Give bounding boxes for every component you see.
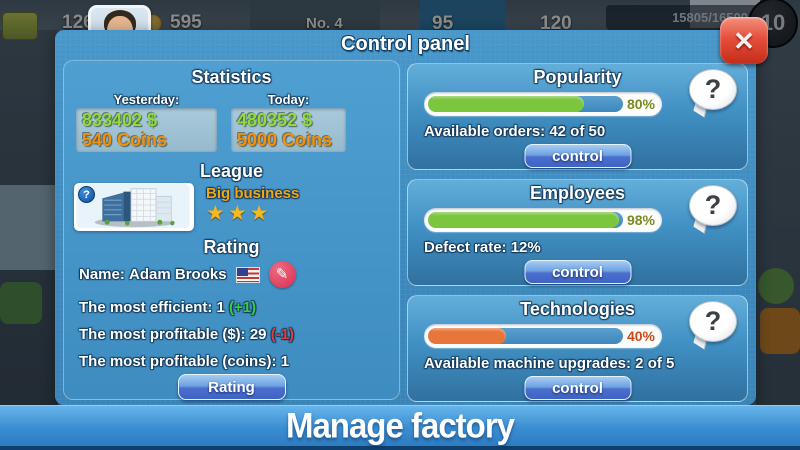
control-panel-dialog: Control panel Statistics Yesterday: Toda… bbox=[55, 30, 756, 405]
office-building-illustration bbox=[76, 183, 190, 229]
today-coins: 5000 Coins bbox=[237, 130, 333, 150]
league-help-icon[interactable]: ? bbox=[78, 186, 95, 203]
available-orders-text: Available orders: 42 of 50 bbox=[424, 123, 606, 140]
employees-control-button[interactable]: control bbox=[524, 260, 631, 284]
close-icon: ✕ bbox=[733, 25, 755, 56]
pencil-icon: ✎ bbox=[275, 266, 289, 283]
league-heading: League bbox=[199, 161, 264, 181]
player-name: Adam Brooks bbox=[129, 266, 227, 283]
progress-fill bbox=[428, 212, 620, 228]
rating-row-label: The most efficient: bbox=[79, 299, 213, 316]
employees-help-icon[interactable]: ? bbox=[689, 185, 737, 234]
technologies-heading: Technologies bbox=[520, 299, 635, 319]
today-money: 480352 $ bbox=[237, 110, 313, 130]
employees-progress-bar: 98% bbox=[424, 208, 662, 232]
yesterday-coins: 540 Coins bbox=[82, 130, 168, 150]
rating-row-delta: (+1) bbox=[229, 299, 257, 316]
rating-row-label: The most profitable (coins): bbox=[79, 353, 277, 370]
manage-factory-banner[interactable]: Manage factory bbox=[0, 405, 800, 450]
league-tier-name: Big business bbox=[206, 185, 300, 202]
employees-heading: Employees bbox=[529, 183, 626, 203]
rating-row-value: 1 bbox=[216, 299, 225, 316]
dialog-title: Control panel bbox=[341, 33, 470, 55]
rating-row-value: 29 bbox=[249, 326, 267, 343]
technologies-percent: 40% bbox=[626, 328, 655, 344]
rating-row-value: 1 bbox=[280, 353, 290, 370]
hud-stat-a: 95 bbox=[432, 13, 454, 34]
rating-row-profitable-money: The most profitable ($): 29 (-1) bbox=[79, 326, 294, 343]
popularity-panel: Popularity 80% Available orders: 42 of 5… bbox=[407, 63, 748, 170]
technologies-panel: Technologies 40% Available machine upgra… bbox=[407, 295, 748, 402]
technologies-progress-bar: 40% bbox=[424, 324, 662, 348]
popularity-percent: 80% bbox=[626, 96, 655, 112]
league-building-icon[interactable]: ? bbox=[74, 183, 194, 231]
technologies-control-button[interactable]: control bbox=[524, 376, 631, 400]
close-button[interactable]: ✕ bbox=[720, 17, 768, 64]
employees-panel: Employees 98% Defect rate: 12% control ? bbox=[407, 179, 748, 286]
popularity-help-icon[interactable]: ? bbox=[689, 69, 737, 118]
edit-name-button[interactable]: ✎ bbox=[268, 261, 296, 288]
rating-row-label: The most profitable ($): bbox=[79, 326, 246, 343]
truck-icon bbox=[2, 12, 38, 40]
us-flag-icon bbox=[235, 266, 260, 283]
hud-stat-b: 120 bbox=[540, 13, 572, 34]
rating-heading: Rating bbox=[203, 237, 260, 257]
hud-order-number: No. 4 bbox=[306, 15, 343, 32]
stats-league-rating-panel: Statistics Yesterday: Today: 833402 $ 54… bbox=[63, 60, 400, 400]
rating-row-profitable-coins: The most profitable (coins): 1 bbox=[79, 353, 289, 370]
popularity-progress-bar: 80% bbox=[424, 92, 662, 116]
league-stars-icon: ★★★ bbox=[206, 202, 272, 225]
today-stats-box: 480352 $ 5000 Coins bbox=[231, 108, 346, 152]
popularity-control-button[interactable]: control bbox=[524, 144, 631, 168]
rating-row-efficient: The most efficient: 1 (+1) bbox=[79, 299, 256, 316]
yesterday-label: Yesterday: bbox=[113, 92, 180, 107]
progress-fill bbox=[428, 96, 584, 112]
name-label: Name: bbox=[79, 266, 125, 283]
manage-factory-label: Manage factory bbox=[285, 405, 515, 446]
defect-rate-text: Defect rate: 12% bbox=[424, 239, 541, 256]
rating-button[interactable]: Rating bbox=[177, 374, 286, 400]
technologies-help-icon[interactable]: ? bbox=[689, 301, 737, 350]
today-label: Today: bbox=[267, 92, 310, 107]
progress-fill bbox=[428, 328, 506, 344]
popularity-heading: Popularity bbox=[533, 67, 622, 87]
statistics-heading: Statistics bbox=[191, 67, 272, 87]
hud-coins-value: 595 bbox=[170, 12, 202, 33]
player-name-row: Name: Adam Brooks ✎ bbox=[79, 261, 296, 288]
employees-percent: 98% bbox=[626, 212, 655, 228]
yesterday-stats-box: 833402 $ 540 Coins bbox=[76, 108, 217, 152]
machine-upgrades-text: Available machine upgrades: 2 of 5 bbox=[424, 355, 675, 372]
rating-row-delta: (-1) bbox=[270, 326, 295, 343]
yesterday-money: 833402 $ bbox=[82, 110, 158, 130]
